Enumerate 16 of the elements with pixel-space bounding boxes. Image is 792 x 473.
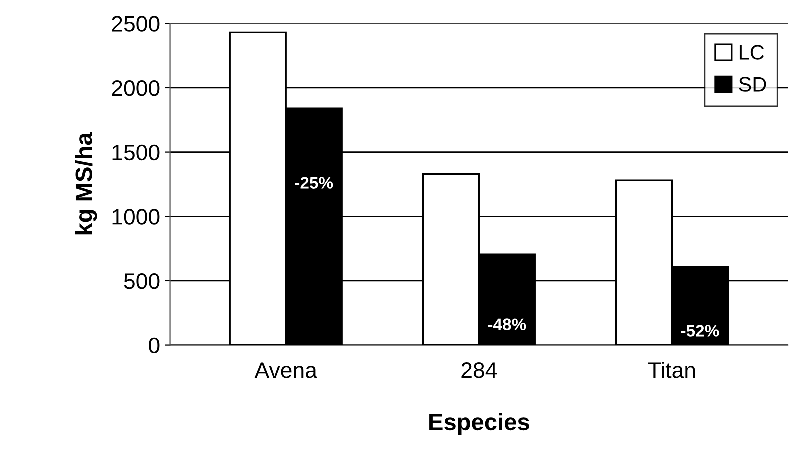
y-tick-label: 500: [124, 273, 160, 290]
annotation: -52%: [681, 325, 720, 337]
x-tick-label: Titan: [648, 362, 696, 378]
x-tick-label: 284: [462, 362, 498, 378]
y-tick-label: 2500: [112, 16, 160, 32]
y-tick-label: 1000: [112, 209, 160, 225]
annotation: -48%: [488, 318, 526, 330]
annotation: -25%: [295, 177, 334, 189]
legend-label: SD: [739, 77, 766, 92]
y-tick-label: 0: [149, 338, 160, 354]
y-tick-label: 2000: [112, 80, 160, 96]
legend-label: LC: [740, 45, 764, 60]
x-tick-label: Avena: [254, 362, 318, 378]
x-axis-title: Especies: [430, 413, 530, 436]
y-tick-label: 1500: [112, 144, 160, 161]
y-axis-title: kg MS/ha: [75, 132, 98, 235]
